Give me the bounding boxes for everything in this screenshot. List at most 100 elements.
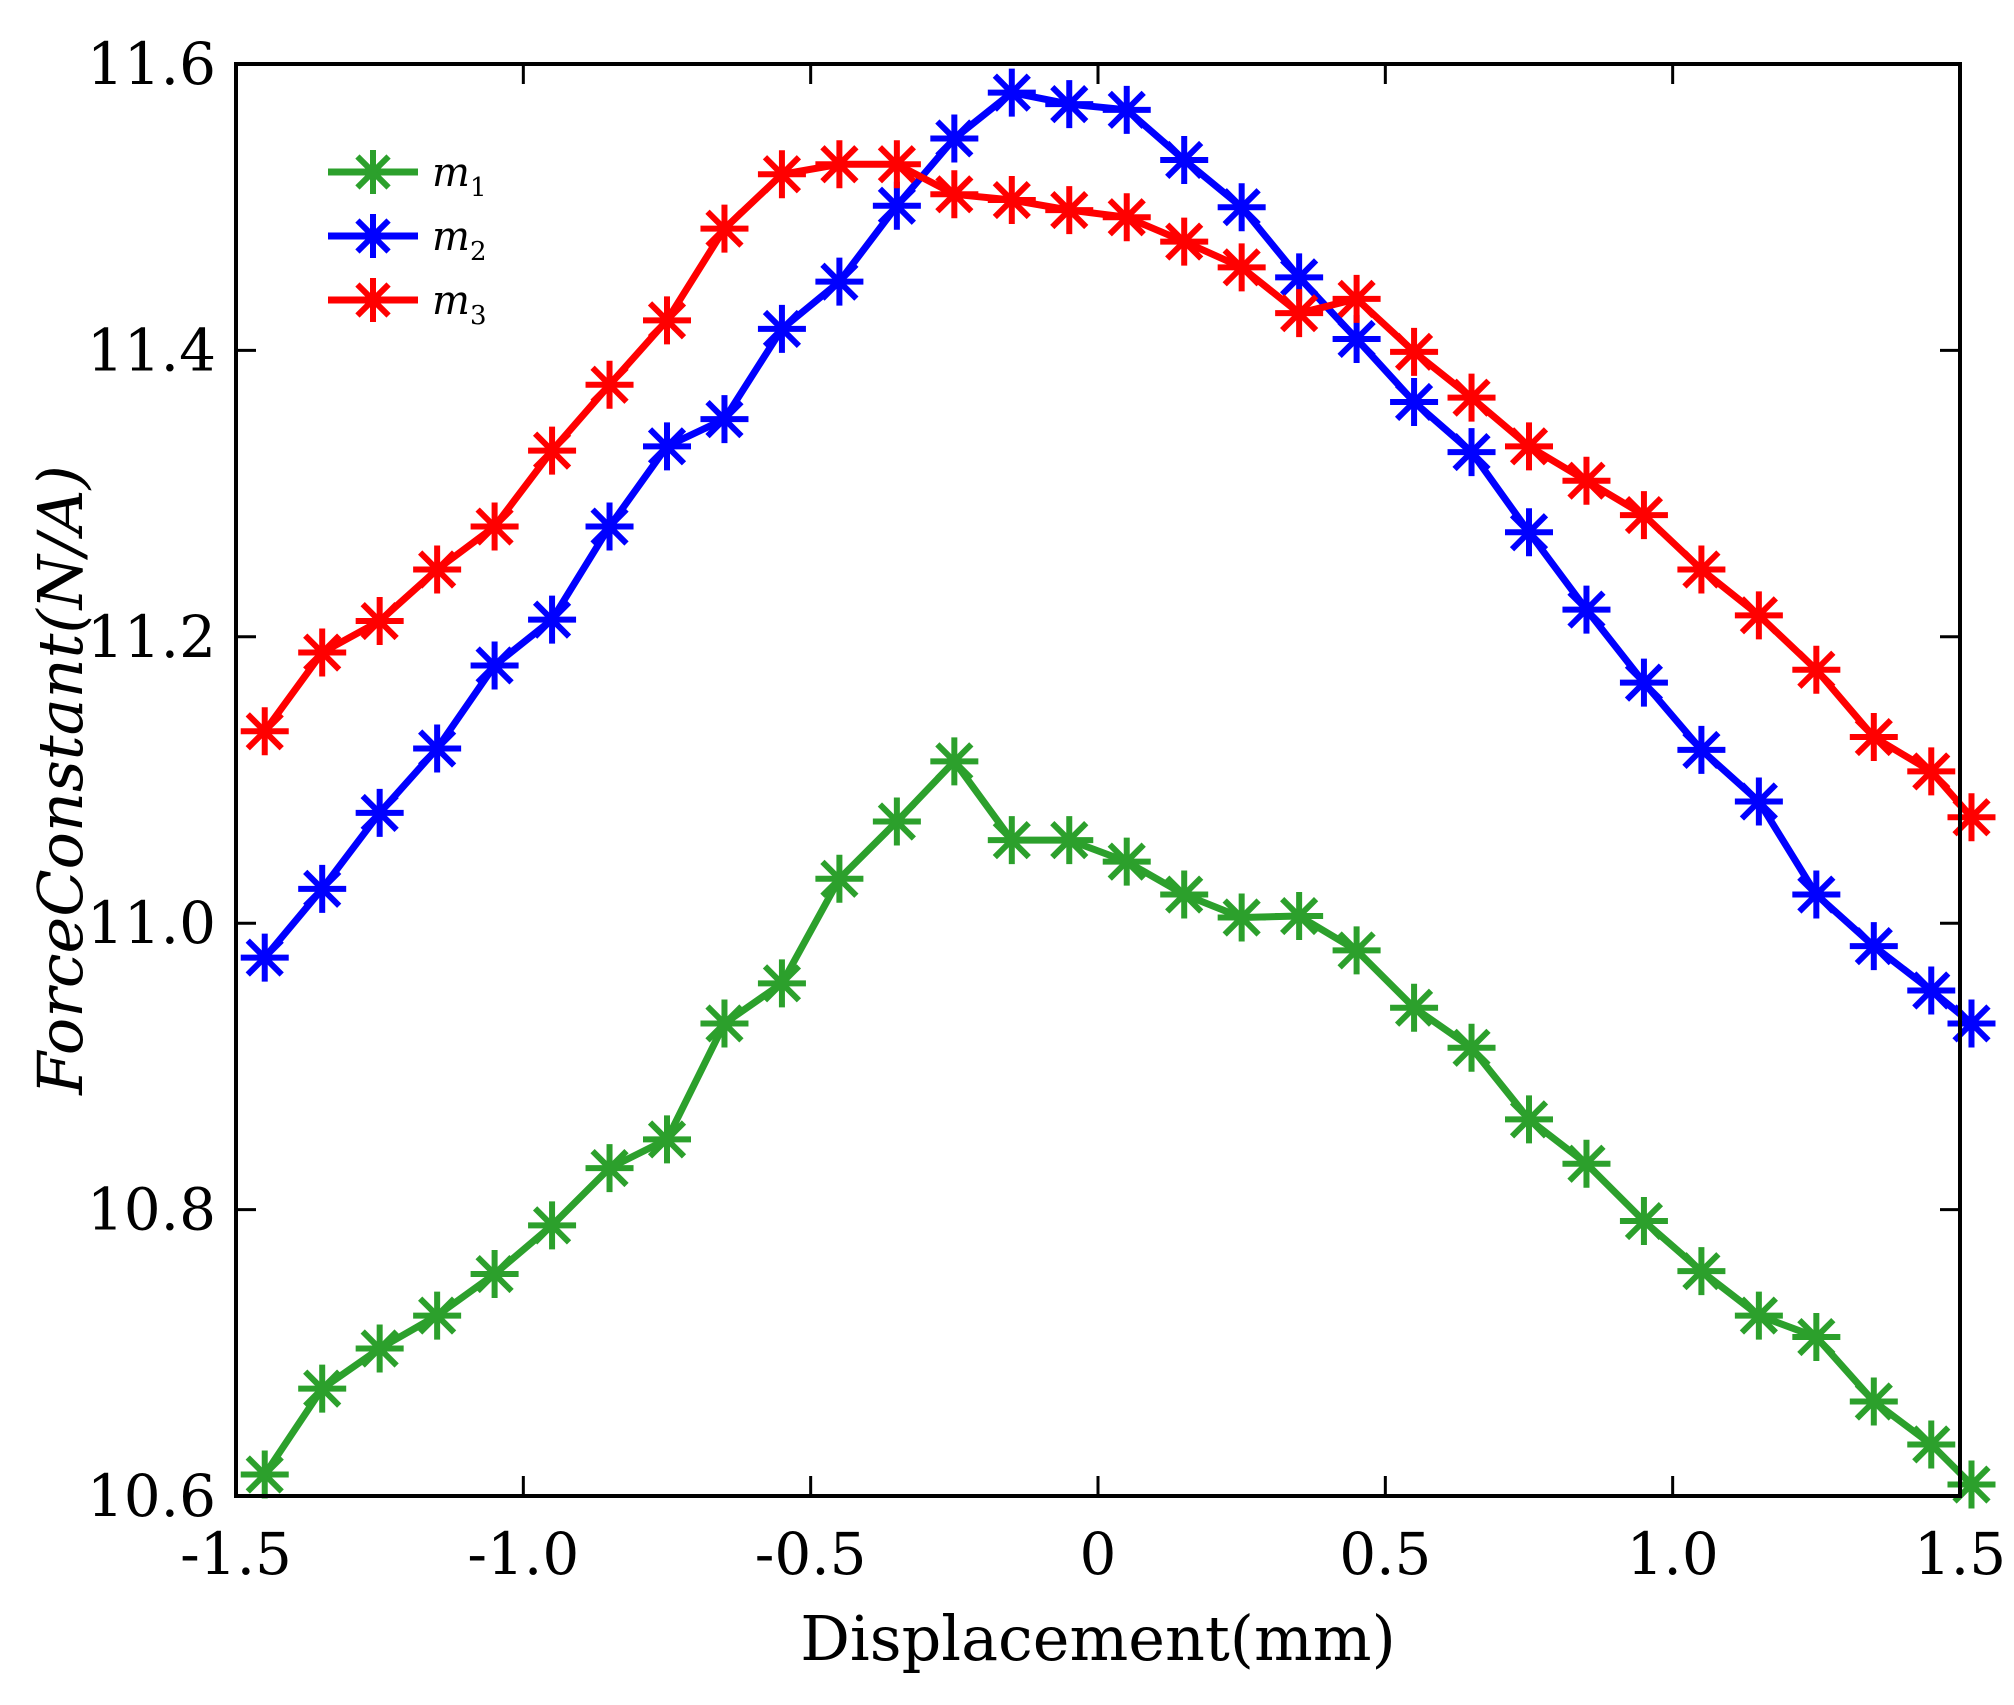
legend-entry: m2 (328, 214, 486, 267)
data-point (1907, 966, 1956, 1015)
y-tick-label: 10.6 (87, 1462, 216, 1530)
data-point (240, 1450, 289, 1499)
data-point (1045, 186, 1094, 235)
y-axis-title: ForceConstant(N/A) (24, 465, 97, 1096)
data-point (413, 545, 462, 594)
legend-label-name: m (432, 150, 470, 196)
data-point (528, 595, 577, 644)
data-point (1275, 289, 1324, 338)
data-point (1792, 1313, 1841, 1362)
data-point (240, 707, 289, 756)
x-tick-label: -1.5 (180, 1520, 292, 1588)
data-point (1447, 373, 1496, 422)
data-point (1619, 491, 1668, 540)
data-point (815, 854, 864, 903)
data-point (930, 114, 979, 163)
legend-marker (351, 214, 395, 258)
data-point (1217, 183, 1266, 232)
data-point (1102, 837, 1151, 886)
data-point (987, 816, 1036, 865)
data-point (528, 1201, 577, 1250)
legend-label-name: m (432, 214, 470, 260)
data-point (757, 150, 806, 199)
x-tick-label: -1.0 (467, 1520, 579, 1588)
x-tick-label: 0 (1080, 1520, 1117, 1588)
data-point (872, 181, 921, 230)
data-point (585, 1144, 634, 1193)
data-point (1907, 1420, 1956, 1469)
x-tick-label: 1.5 (1914, 1520, 2006, 1588)
data-point (298, 628, 347, 677)
data-point (1947, 999, 1996, 1048)
data-point (298, 864, 347, 913)
data-point (1562, 456, 1611, 505)
legend-label-subscript: 2 (470, 237, 487, 267)
y-tick-label: 11.0 (87, 889, 216, 957)
series-line (261, 160, 1975, 821)
legend-label: m1 (432, 150, 486, 203)
data-point (1390, 327, 1439, 376)
data-point (1505, 1095, 1553, 1144)
data-point (1619, 658, 1668, 707)
data-point (1045, 816, 1094, 865)
legend-label: m3 (432, 278, 486, 331)
data-point (355, 1324, 404, 1373)
data-point (528, 426, 577, 475)
ticks-layer (234, 62, 1962, 1498)
data-point (240, 933, 289, 982)
data-point (1160, 217, 1209, 266)
series-1 (240, 737, 1996, 1509)
series-2 (240, 68, 1996, 1048)
data-point (470, 502, 519, 551)
data-point (872, 797, 921, 846)
data-point (470, 1250, 519, 1299)
data-point (1217, 893, 1266, 942)
x-tick-label: 0.5 (1339, 1520, 1431, 1588)
series-layer (240, 68, 1996, 1509)
data-point (1849, 922, 1898, 971)
data-point (1505, 422, 1553, 471)
data-point (1160, 135, 1209, 184)
data-point (643, 422, 691, 471)
data-point (815, 257, 864, 306)
data-point (643, 1115, 691, 1164)
data-point (1447, 428, 1496, 477)
data-point (1332, 314, 1381, 363)
data-point (815, 140, 864, 189)
data-point (1677, 545, 1726, 594)
data-point (1792, 870, 1841, 919)
data-point (987, 68, 1036, 117)
legend-label-name: m (432, 278, 470, 324)
legend-marker (351, 150, 395, 194)
data-point (1849, 1377, 1898, 1426)
data-point (1390, 377, 1439, 426)
y-tick-label: 11.6 (87, 30, 216, 98)
data-point (1217, 243, 1266, 292)
data-point (1275, 253, 1324, 302)
legend-entry: m3 (328, 278, 486, 331)
data-point (700, 395, 749, 444)
data-point (1160, 870, 1209, 919)
legend-label: m2 (432, 214, 486, 267)
data-point (1447, 1023, 1496, 1072)
legend-label-subscript: 1 (470, 173, 487, 203)
legend-label-subscript: 3 (470, 301, 487, 331)
tick-labels-layer: -1.5 -1.0 -0.5 0 0.5 1.0 1.510.610.811.011.211… (87, 30, 2006, 1588)
data-point (585, 502, 634, 551)
legend-marker (351, 278, 395, 322)
data-point (1849, 713, 1898, 762)
series-3 (240, 140, 1996, 842)
data-point (1045, 80, 1094, 129)
data-point (413, 1291, 462, 1340)
x-tick-label: 1.0 (1627, 1520, 1719, 1588)
data-point (757, 959, 806, 1008)
data-point (643, 296, 691, 345)
data-point (413, 724, 462, 773)
x-tick-label: -0.5 (755, 1520, 867, 1588)
data-point (1102, 85, 1151, 134)
data-point (872, 140, 921, 189)
y-tick-label: 11.4 (87, 316, 216, 384)
data-point (700, 204, 749, 253)
